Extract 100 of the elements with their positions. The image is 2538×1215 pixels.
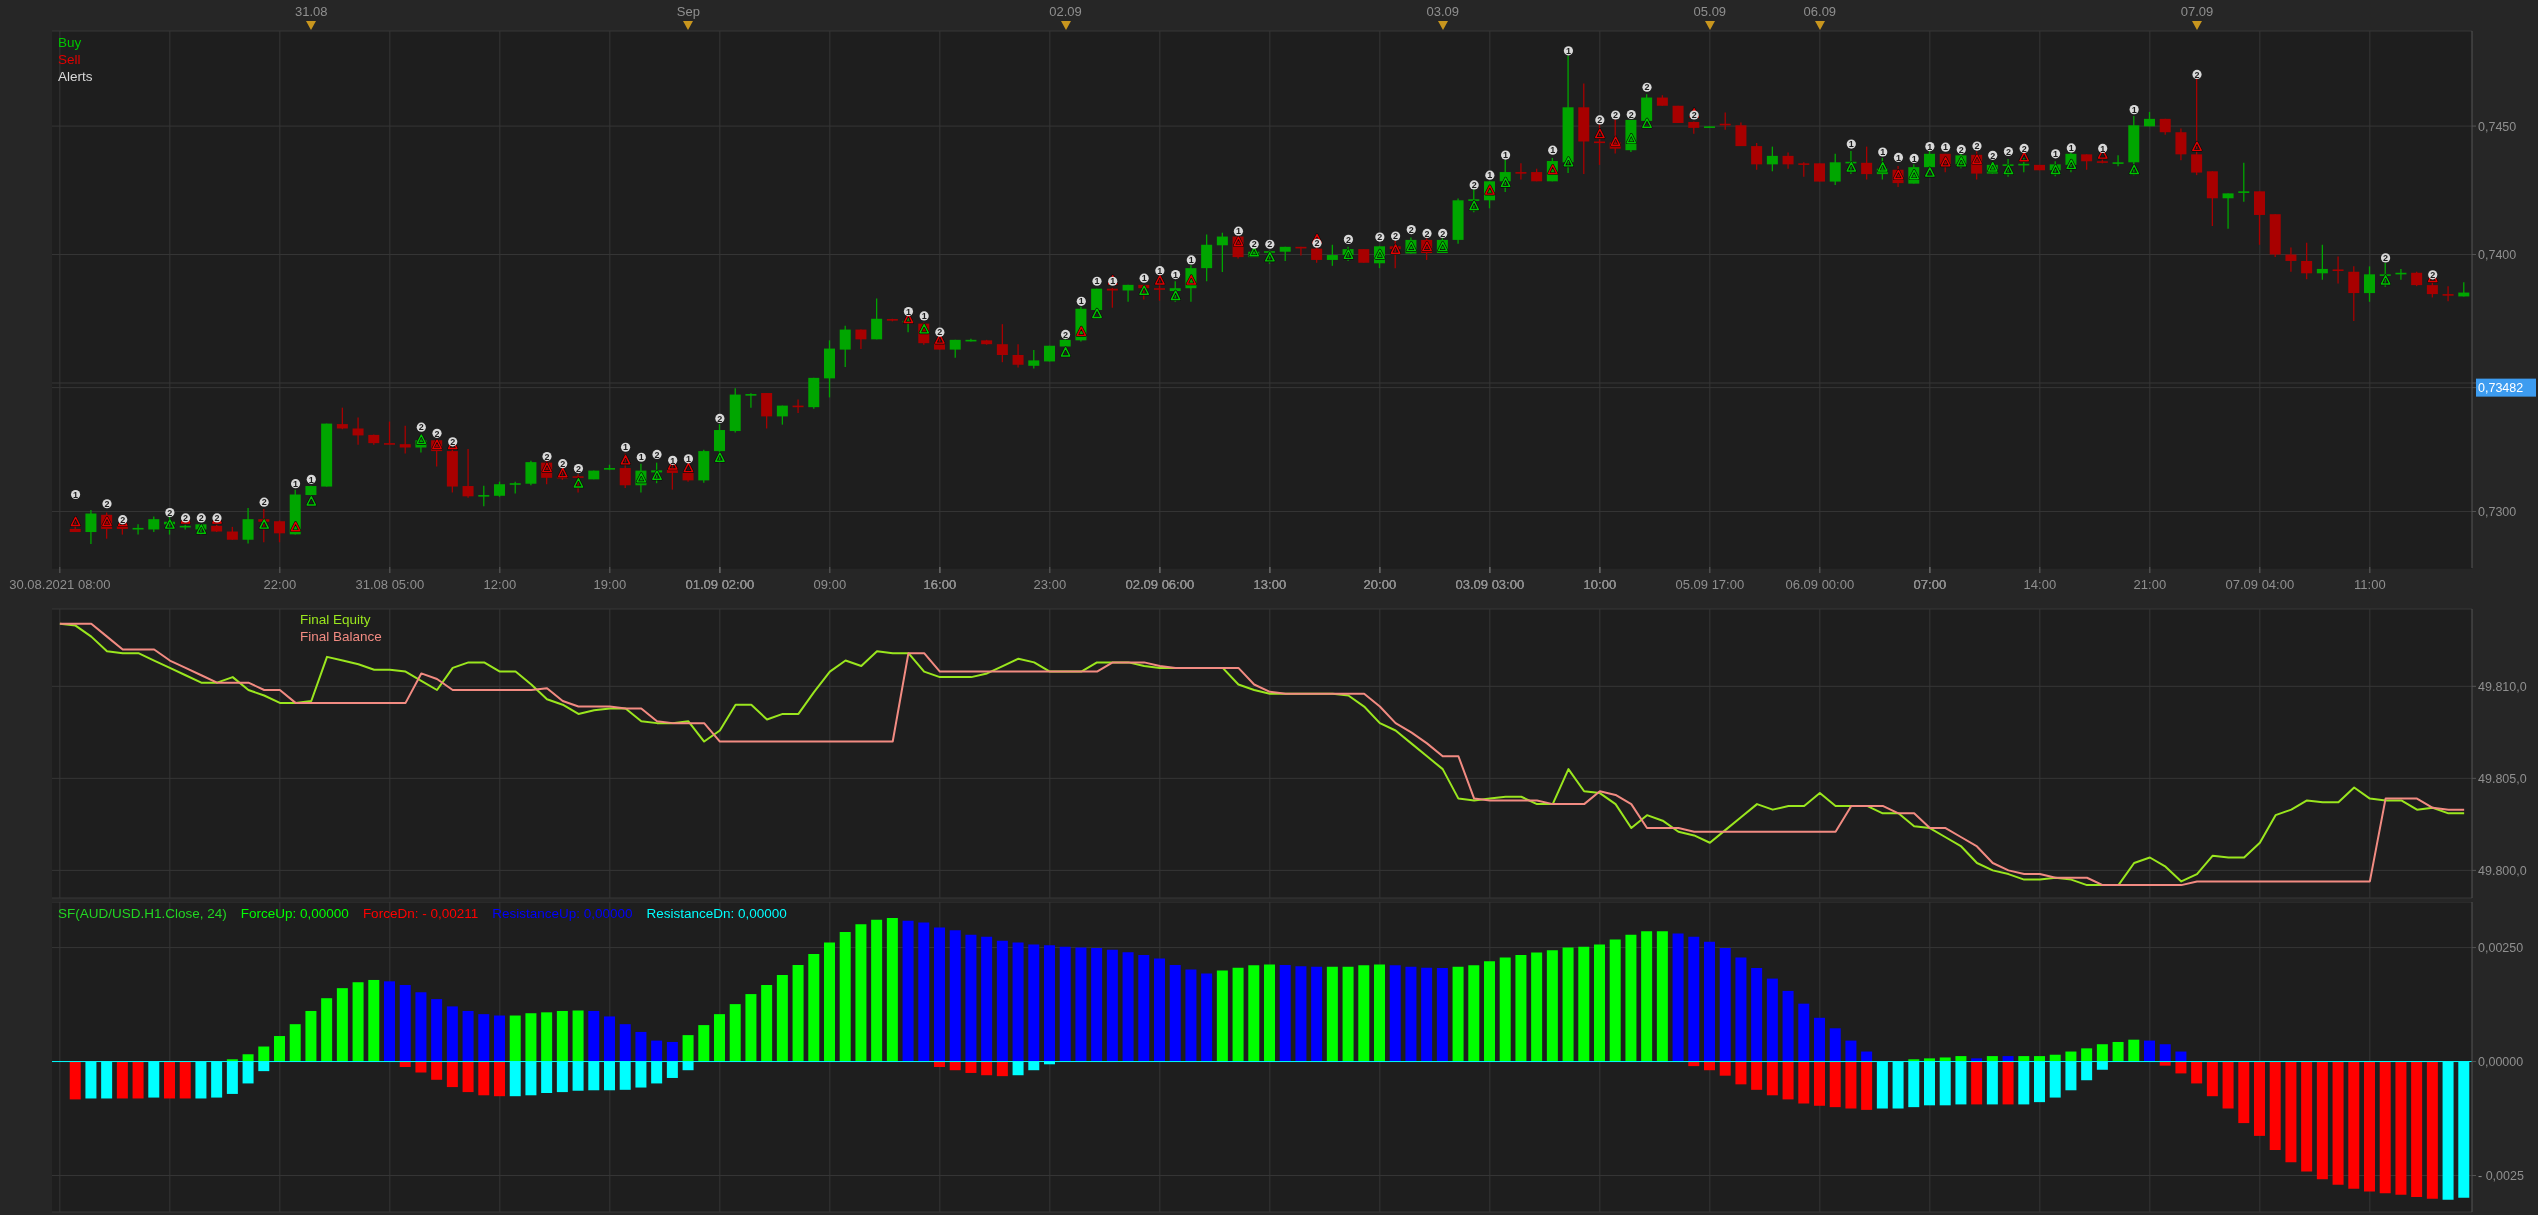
x-tick-label: 19:00 — [593, 577, 627, 592]
text: ForceDn: - 0,00211 — [362, 905, 479, 922]
x-tick-label: 30.08.2021 08:00 — [9, 577, 111, 592]
annotation: 1 — [921, 311, 927, 322]
annotation: 1 — [293, 478, 299, 489]
annotation: 2 — [654, 449, 660, 460]
annotation: 1 — [1927, 141, 1933, 152]
x-tick-label: 16:00 — [923, 577, 957, 592]
x-tick-label: 12:00 — [483, 577, 517, 592]
annotation: 2 — [198, 513, 204, 524]
annotation: 1 — [2053, 149, 2059, 160]
x-tick-label: 21:00 — [2133, 577, 2167, 592]
annotation: 1 — [1943, 142, 1949, 153]
y-tick-label: - 0,0025 — [2478, 1169, 2524, 1184]
y-tick-label: 0,00000 — [2478, 1055, 2524, 1070]
annotation: 1 — [2068, 143, 2074, 154]
text: 31.08 — [295, 4, 328, 19]
annotation: 2 — [434, 428, 440, 439]
text: 06.09 — [1803, 4, 1837, 19]
annotation: 1 — [1503, 150, 1509, 161]
annotation: 2 — [2430, 270, 2436, 281]
annotation: 2 — [937, 327, 943, 338]
text: ResistanceDn: 0,00000 — [646, 905, 787, 922]
text: Buy — [58, 34, 83, 51]
x-tick-label: 05.09 17:00 — [1675, 577, 1745, 592]
annotation: 2 — [450, 437, 456, 448]
annotation: 1 — [1078, 296, 1084, 307]
annotation: 2 — [167, 507, 173, 518]
x-tick-label: 20:00 — [1363, 577, 1397, 592]
text: 05.09 — [1693, 4, 1727, 19]
annotation: 2 — [214, 513, 220, 524]
annotation: 2 — [1424, 228, 1430, 239]
text: 03.09 — [1426, 4, 1459, 19]
y-tick-label: 0,73482 — [2478, 381, 2524, 396]
annotation: 2 — [1345, 234, 1351, 245]
annotation: 2 — [1063, 329, 1069, 340]
annotation: 2 — [120, 514, 126, 525]
annotation: 2 — [418, 422, 424, 433]
annotation: 1 — [2131, 104, 2137, 115]
annotation: 1 — [1235, 226, 1241, 237]
x-tick-label: 06.09 00:00 — [1785, 577, 1855, 592]
annotation: 2 — [1471, 180, 1477, 191]
annotation: 2 — [1440, 228, 1446, 239]
annotation: 2 — [1377, 232, 1383, 243]
annotation: 1 — [1565, 45, 1571, 56]
annotation: 1 — [1880, 147, 1886, 158]
annotation: 1 — [1911, 153, 1917, 164]
x-tick-label: 07.09 04:00 — [2225, 577, 2295, 592]
x-tick-label: 11:00 — [2354, 577, 2386, 592]
annotation: 2 — [560, 458, 566, 469]
annotation: 2 — [1958, 144, 1964, 155]
chart-title: SF(AUD/USD.H1.Close, 24) — [58, 905, 227, 922]
annotation: 2 — [1990, 150, 1996, 161]
annotation: 2 — [1267, 239, 1273, 250]
annotation: 1 — [1141, 273, 1147, 284]
annotation: 2 — [1628, 109, 1634, 120]
text: Alerts — [58, 68, 93, 85]
annotation: 1 — [1550, 145, 1556, 156]
x-tick-label: 03.09 03:00 — [1455, 577, 1525, 592]
annotation: 2 — [1974, 141, 1980, 152]
annotation: 1 — [73, 489, 79, 500]
y-tick-label: 0,7450 — [2478, 119, 2517, 134]
x-tick-label: 14:00 — [2023, 577, 2057, 592]
x-tick-label: 09:00 — [813, 577, 847, 592]
annotation: 2 — [2005, 146, 2011, 157]
text: Sep — [676, 4, 700, 19]
annotation: 2 — [104, 498, 110, 509]
annotation: 2 — [1393, 231, 1399, 242]
annotation: 2 — [544, 451, 550, 462]
annotation: 1 — [2100, 143, 2106, 154]
annotation: 2 — [1613, 110, 1619, 121]
annotation: 1 — [670, 455, 676, 466]
text: 02.09 — [1049, 4, 1082, 19]
annotation: 1 — [1848, 139, 1854, 150]
annotation: 1 — [1157, 265, 1163, 276]
annotation: 2 — [1251, 239, 1257, 250]
annotation: 2 — [1408, 224, 1414, 235]
annotation: 2 — [2194, 69, 2200, 80]
annotation: 1 — [1110, 276, 1116, 287]
x-tick-label: 01.09 02:00 — [685, 577, 755, 592]
y-tick-label: 0,00250 — [2478, 941, 2524, 956]
text: ForceUp: 0,00000 — [240, 905, 349, 922]
annotation: 2 — [2021, 143, 2027, 154]
annotation: 1 — [1487, 170, 1493, 181]
annotation: 2 — [183, 513, 189, 524]
annotation: 2 — [1691, 110, 1697, 121]
annotation: 2 — [1314, 238, 1320, 249]
annotation: 2 — [1644, 82, 1650, 93]
y-tick-label: 0,7300 — [2478, 504, 2517, 519]
x-tick-label: 02.09 06:00 — [1125, 577, 1195, 592]
x-tick-label: 13:00 — [1253, 577, 1287, 592]
annotation: 1 — [623, 442, 629, 453]
annotation: 1 — [1094, 276, 1100, 287]
y-tick-label: 0,7400 — [2478, 248, 2517, 263]
annotation: 2 — [261, 497, 267, 508]
annotation: 1 — [1895, 152, 1901, 163]
x-tick-label: 23:00 — [1033, 577, 1067, 592]
x-tick-label: 10:00 — [1583, 577, 1617, 592]
annotation: 1 — [685, 454, 691, 464]
x-tick-label: 31.08 05:00 — [355, 577, 425, 592]
